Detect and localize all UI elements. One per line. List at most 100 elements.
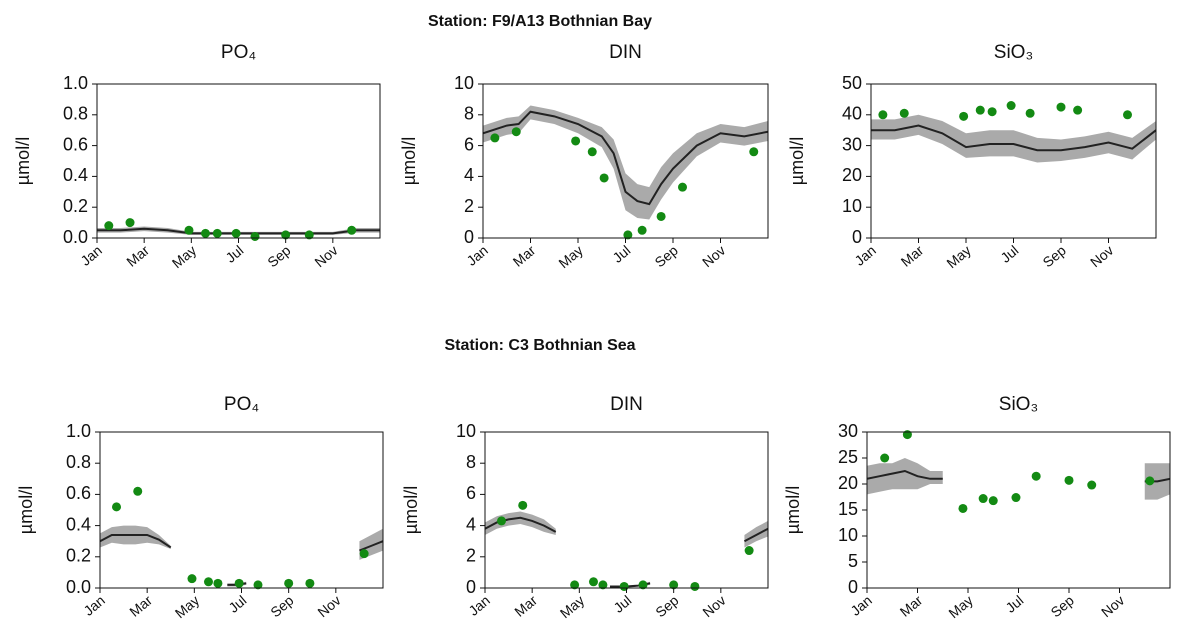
x-tick-label: May [557,592,588,621]
observation-point [669,580,679,590]
observation-point [987,107,997,117]
observation-point [497,516,507,526]
observation-point [598,580,608,590]
y-tick-label: 10 [456,421,476,441]
observation-point [250,231,260,241]
model-line [483,110,768,206]
plot-frame [866,431,1171,589]
x-tick-label: Jul [225,592,249,616]
x-tick-label: Sep [264,242,294,270]
x-tick-label: Mar [126,592,155,620]
observation-point [212,228,222,238]
x-tick-label: May [169,242,200,271]
observation-point [1145,476,1155,486]
y-tick-label: 0.0 [63,227,88,247]
model-line [359,540,383,552]
x-tick-label: Sep [1048,592,1078,620]
chart-title: PO₄ [224,394,259,415]
observation-point [112,502,122,512]
x-tick-label: Sep [1040,242,1070,270]
observation-point [104,221,114,231]
y-tick-label: 0.4 [63,165,88,185]
observation-point [959,111,969,121]
x-tick-label: Sep [652,242,682,270]
observation-point [1056,102,1066,112]
observation-point [638,580,648,590]
station-title: Station: F9/A13 Bothnian Bay [428,13,652,30]
y-tick-label: 50 [842,73,862,93]
y-tick-label: 6 [466,483,476,503]
observation-point [690,581,700,591]
y-tick-label: 8 [466,452,476,472]
y-tick-label: 0 [852,227,862,247]
y-tick-label: 0.2 [66,546,91,566]
y-axis-label: µmol/l [13,137,33,185]
observation-point [744,546,754,556]
x-tick-label: Sep [652,592,682,620]
observation-point [1011,493,1021,503]
observation-point [599,173,609,183]
observation-point [878,110,888,120]
observation-point [1087,480,1097,490]
chart-title: PO₄ [221,42,256,63]
observation-point [200,228,210,238]
y-tick-label: 0 [848,577,858,597]
chart-title: SiO₃ [994,42,1033,63]
observation-point [588,577,598,587]
y-tick-label: 6 [464,134,474,154]
observation-point [284,578,294,588]
observation-point [749,147,759,157]
x-tick-label: Jul [610,592,634,616]
observation-point [184,225,194,235]
x-tick-label: Sep [267,592,297,620]
y-tick-label: 15 [838,499,858,519]
observation-point [1123,110,1132,120]
y-tick-label: 20 [838,473,858,493]
model-line [100,533,172,549]
observation-point [988,496,998,506]
model-line [867,469,943,480]
y-tick-label: 20 [842,165,862,185]
y-axis-label: µmol/l [783,486,803,534]
y-tick-label: 0.0 [66,577,91,597]
x-tick-label: May [945,592,976,621]
y-tick-label: 4 [466,514,476,534]
model-line [485,516,557,533]
x-tick-label: Nov [699,592,728,620]
y-tick-label: 2 [466,546,476,566]
observation-point [1064,475,1074,485]
uncertainty-band [867,458,943,495]
observation-point [587,147,597,157]
observation-point [231,228,241,238]
observation-point [213,578,223,588]
observation-point [958,503,968,513]
observation-point [978,494,988,504]
x-tick-label: Nov [311,242,340,270]
y-tick-label: 0.6 [63,134,88,154]
observation-point [880,453,890,463]
y-tick-label: 0 [466,577,476,597]
x-tick-label: Mar [123,242,152,270]
observation-point [253,580,263,590]
y-tick-label: 0.8 [66,452,91,472]
y-tick-label: 8 [464,104,474,124]
observation-point [1006,101,1016,111]
x-tick-label: Nov [699,242,728,270]
observation-point [656,211,666,221]
x-tick-label: Nov [1098,592,1127,620]
observation-point [1031,471,1041,481]
y-tick-label: 0.4 [66,514,91,534]
x-tick-label: Mar [897,592,926,620]
y-tick-label: 10 [842,196,862,216]
observation-point [975,105,985,115]
x-tick-label: Jul [997,242,1021,266]
y-tick-label: 0.2 [63,196,88,216]
observation-point [125,218,135,228]
observation-point [359,549,369,559]
x-tick-label: Mar [511,592,540,620]
y-tick-label: 0.8 [63,104,88,124]
x-tick-label: Nov [1087,242,1116,270]
observation-point [511,127,521,137]
x-tick-label: Mar [898,242,927,270]
